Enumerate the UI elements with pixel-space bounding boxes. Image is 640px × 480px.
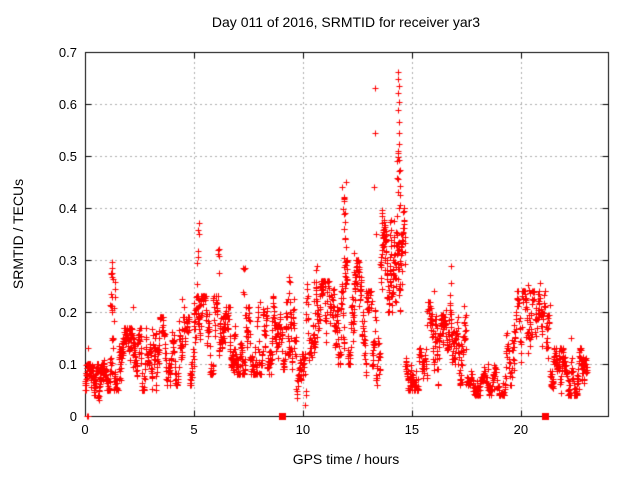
x-tick-label: 5 xyxy=(190,422,198,437)
y-tick-label: 0.7 xyxy=(58,45,77,60)
y-tick-label: 0.6 xyxy=(58,97,77,112)
y-tick-label: 0.1 xyxy=(58,357,77,372)
x-tick-label: 10 xyxy=(295,422,311,437)
y-tick-label: 0.4 xyxy=(58,201,77,216)
y-axis-title: SRMTID / TECUs xyxy=(10,178,26,290)
y-tick-label: 0.3 xyxy=(58,253,77,268)
chart-title: Day 011 of 2016, SRMTID for receiver yar… xyxy=(211,14,481,30)
y-tick-label: 0 xyxy=(69,409,77,424)
x-tick-label: 15 xyxy=(404,422,420,437)
x-tick-label: 20 xyxy=(513,422,529,437)
x-tick-label: 0 xyxy=(81,422,89,437)
y-tick-label: 0.2 xyxy=(58,305,77,320)
x-axis-title: GPS time / hours xyxy=(292,451,400,467)
y-tick-label: 0.5 xyxy=(58,149,77,164)
